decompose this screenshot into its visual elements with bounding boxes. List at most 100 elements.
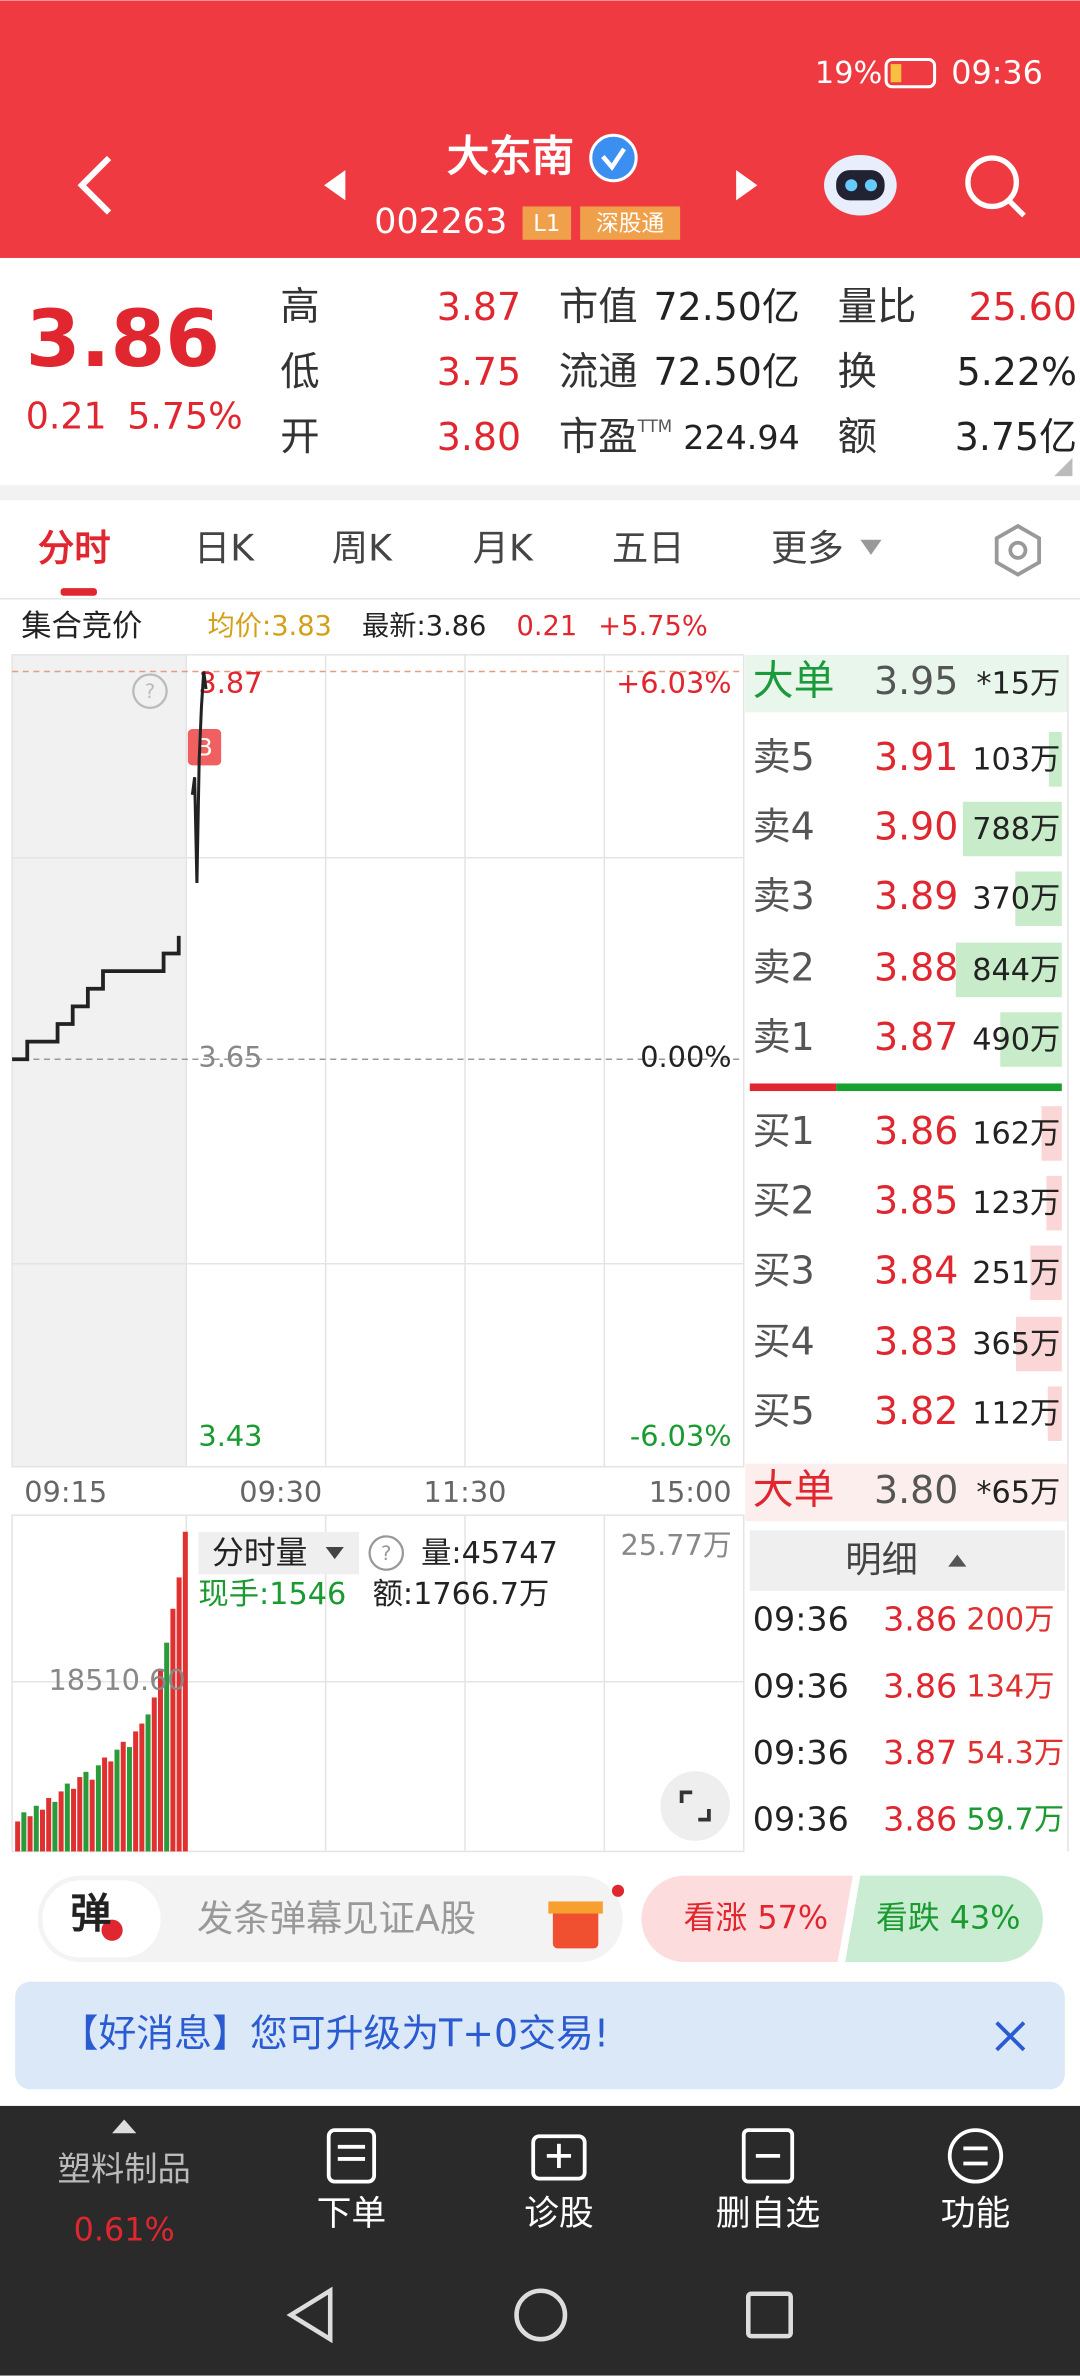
volume-bar bbox=[52, 1801, 58, 1852]
bearish-text[interactable]: 看跌 43% bbox=[876, 1900, 1020, 1937]
stat-label: 市盈 bbox=[559, 414, 638, 460]
volume-frame bbox=[11, 1514, 745, 1853]
sector-name[interactable]: 塑料制品 bbox=[58, 2150, 191, 2189]
bullish-button[interactable] bbox=[641, 1875, 853, 1963]
bullish-text[interactable]: 看涨 57% bbox=[684, 1900, 828, 1937]
tick-time: 09:36 bbox=[753, 1600, 849, 1639]
dropdown-arrow bbox=[325, 1546, 344, 1560]
change-pct: +5.75% bbox=[598, 611, 707, 642]
badge-connect: 深股通 bbox=[596, 211, 664, 237]
volume-bar bbox=[33, 1805, 39, 1852]
stat-value: 72.50亿 bbox=[654, 350, 800, 394]
volume-total: 量:45747 bbox=[421, 1536, 558, 1571]
expand-button[interactable] bbox=[660, 1771, 731, 1841]
price: 3.86 bbox=[26, 293, 220, 385]
tick-price: 3.87 bbox=[883, 1733, 957, 1772]
volume-bar bbox=[58, 1791, 64, 1852]
banner-text[interactable]: 【好消息】您可升级为T+0交易! bbox=[61, 2012, 609, 2056]
tab[interactable]: 更多 bbox=[771, 526, 844, 569]
gift-icon[interactable] bbox=[552, 1909, 599, 1949]
volume-bar bbox=[108, 1761, 114, 1852]
book-volume: 103万 bbox=[972, 742, 1060, 777]
robot-button[interactable] bbox=[824, 154, 897, 216]
comment-placeholder[interactable]: 发条弹幕见证A股 bbox=[197, 1897, 476, 1940]
help-icon[interactable] bbox=[132, 673, 168, 709]
volume-bar bbox=[182, 1531, 188, 1852]
stat-label: 换 bbox=[838, 349, 877, 395]
book-volume-bar bbox=[962, 801, 1062, 857]
stat-label: 开 bbox=[280, 414, 319, 460]
tab[interactable]: 分时 bbox=[38, 526, 111, 569]
book-level: 买4 bbox=[753, 1320, 815, 1364]
book-volume-bar bbox=[1015, 871, 1062, 926]
book-volume: 251万 bbox=[972, 1256, 1060, 1291]
danmaku-toggle[interactable] bbox=[42, 1880, 161, 1958]
stat-sup: TTM bbox=[637, 417, 672, 436]
volume-title[interactable]: 分时量 bbox=[212, 1535, 307, 1572]
big-order-label: 大单 bbox=[753, 657, 835, 705]
tab[interactable]: 日K bbox=[194, 526, 255, 569]
change-pct: 5.75% bbox=[127, 395, 242, 438]
bottom-nav-bg bbox=[0, 2105, 1080, 2376]
book-price: 3.91 bbox=[874, 735, 958, 779]
system-nav bbox=[286, 2286, 793, 2344]
verified-badge bbox=[589, 133, 638, 183]
battery-level bbox=[890, 64, 902, 83]
settings-icon bbox=[1008, 540, 1028, 560]
avg-price: 均价:3.83 bbox=[208, 611, 332, 642]
volume-bar bbox=[176, 1577, 182, 1852]
nav-item[interactable]: 诊股 bbox=[524, 2194, 594, 2234]
verified-check bbox=[601, 147, 626, 171]
danmaku-dot bbox=[101, 1919, 123, 1941]
price-axis-label: 3.43 bbox=[198, 1419, 262, 1453]
nav-item[interactable]: 功能 bbox=[941, 2194, 1011, 2234]
close-banner[interactable] bbox=[995, 2021, 1026, 2052]
book-price: 3.88 bbox=[874, 945, 958, 989]
tick-time: 09:36 bbox=[753, 1800, 849, 1839]
more-arrow bbox=[860, 539, 882, 555]
stat-value: 3.75亿 bbox=[955, 415, 1077, 459]
big-buy-bg bbox=[745, 1463, 1068, 1522]
pct-axis-label: +6.03% bbox=[616, 666, 731, 700]
back-button[interactable] bbox=[77, 155, 112, 215]
volume-bar bbox=[27, 1816, 33, 1852]
book-price: 3.86 bbox=[874, 1109, 958, 1153]
stat-label: 额 bbox=[838, 414, 877, 460]
time-label: 09:30 bbox=[239, 1475, 322, 1509]
volume-bar bbox=[102, 1757, 108, 1852]
book-level: 卖4 bbox=[753, 805, 815, 849]
book-volume-bar bbox=[1041, 1106, 1062, 1161]
settings-button[interactable] bbox=[994, 523, 1041, 577]
tick-amount: 134万 bbox=[966, 1669, 1054, 1704]
stat-value: 5.22% bbox=[957, 350, 1077, 394]
volume-bar bbox=[120, 1741, 126, 1852]
book-price: 3.90 bbox=[874, 805, 958, 849]
volume-bar bbox=[21, 1812, 27, 1852]
tick-time: 09:36 bbox=[753, 1666, 849, 1705]
prev-stock[interactable] bbox=[324, 170, 346, 201]
help-icon[interactable] bbox=[368, 1535, 405, 1571]
nav-item[interactable]: 下单 bbox=[317, 2194, 387, 2234]
tab[interactable]: 五日 bbox=[612, 526, 685, 569]
comment-input[interactable] bbox=[37, 1875, 623, 1963]
ticks-header-bg bbox=[749, 1530, 1065, 1591]
next-stock[interactable] bbox=[736, 170, 758, 201]
tab[interactable]: 月K bbox=[473, 526, 534, 569]
time-label: 15:00 bbox=[649, 1475, 732, 1509]
big-order-volume: *15万 bbox=[976, 667, 1060, 702]
volume-bar bbox=[157, 1670, 163, 1852]
search-button[interactable] bbox=[965, 155, 1026, 218]
nav-item[interactable]: 删自选 bbox=[716, 2194, 820, 2234]
badge-bg bbox=[522, 206, 572, 240]
stock-name: 大东南 bbox=[447, 133, 574, 182]
volume-bar bbox=[15, 1821, 21, 1852]
notice-dot bbox=[611, 1884, 625, 1897]
volume-mid: 18510.60 bbox=[48, 1663, 185, 1697]
tab[interactable]: 周K bbox=[332, 526, 393, 569]
volume-bar bbox=[46, 1797, 52, 1852]
danmaku-icon[interactable]: 弹 bbox=[70, 1890, 111, 1938]
bearish-button[interactable] bbox=[845, 1875, 1043, 1963]
book-volume: 370万 bbox=[972, 882, 1060, 917]
ticks-title[interactable]: 明细 bbox=[845, 1538, 918, 1581]
